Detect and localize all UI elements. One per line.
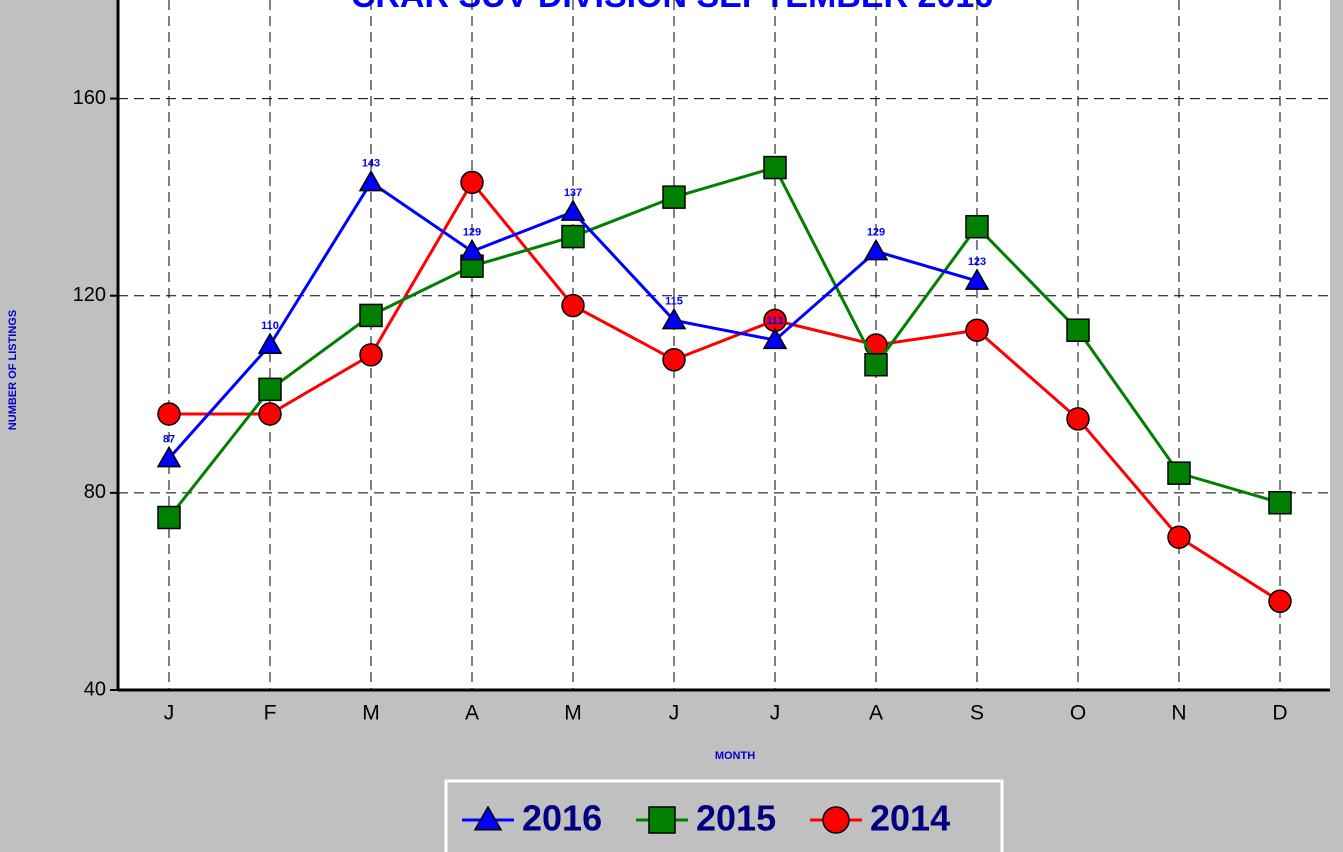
x-tick-label: N [1171,702,1186,725]
marker [763,155,787,180]
marker [965,214,989,239]
marker [1066,407,1090,431]
marker [662,185,686,209]
series-line [167,165,1281,519]
y-tick-label: 40 [84,678,106,700]
marker [258,377,282,402]
x-tick-label: A [869,702,883,725]
marker [662,348,686,372]
marker [661,307,687,330]
marker [460,170,484,195]
x-tick-label: J [164,702,175,725]
x-tick-label: F [264,702,277,725]
y-tick-label: 120 [73,284,106,306]
marker [157,402,181,426]
marker [1268,490,1292,515]
data-label: 129 [867,226,885,238]
marker [863,238,889,261]
marker [561,224,585,249]
data-label: 137 [564,187,582,199]
data-label: 143 [362,157,380,169]
x-tick-label: S [970,702,984,725]
marker [1167,461,1191,485]
data-label: 111 [766,315,783,327]
x-tick-label: A [465,702,479,725]
legend-label: 2016 [522,798,602,839]
marker [257,332,283,354]
marker [359,303,383,328]
x-tick-label: M [362,702,380,725]
legend-marker [822,806,850,834]
data-label: 87 [163,433,175,445]
data-label: 129 [463,226,481,238]
legend-label: 2014 [870,798,950,839]
legend-marker [473,805,503,831]
marker [359,343,383,367]
x-tick-label: D [1272,702,1287,725]
marker [258,402,282,426]
marker [964,268,990,290]
series-line [169,179,1281,603]
plot-area [118,0,1330,690]
marker [561,293,585,318]
marker [1268,589,1292,614]
marker [1066,318,1090,342]
marker [560,199,586,221]
marker [762,327,788,350]
x-tick-label: O [1070,702,1086,725]
marker [459,238,485,261]
marker [965,318,989,342]
marker [156,445,182,468]
y-axis-label: NUMBER OF LISTINGS [7,310,19,430]
data-label: 115 [665,295,683,307]
chart-title: CRAR SUV DIVISION SEPTEMBER 2016 [351,0,993,15]
data-label: 110 [261,320,279,332]
legend-box [444,779,1004,852]
marker [358,169,384,192]
x-axis-label: MONTH [715,750,755,762]
marker [157,505,181,530]
x-tick-label: M [564,702,582,725]
data-label: 123 [968,256,986,268]
y-tick-label: 80 [84,481,106,503]
x-tick-label: J [770,702,781,725]
legend-marker [648,806,676,834]
y-tick-label: 160 [73,87,106,109]
x-tick-label: J [669,702,680,725]
marker [1167,525,1191,549]
legend-label: 2015 [696,798,776,839]
marker [864,352,888,377]
